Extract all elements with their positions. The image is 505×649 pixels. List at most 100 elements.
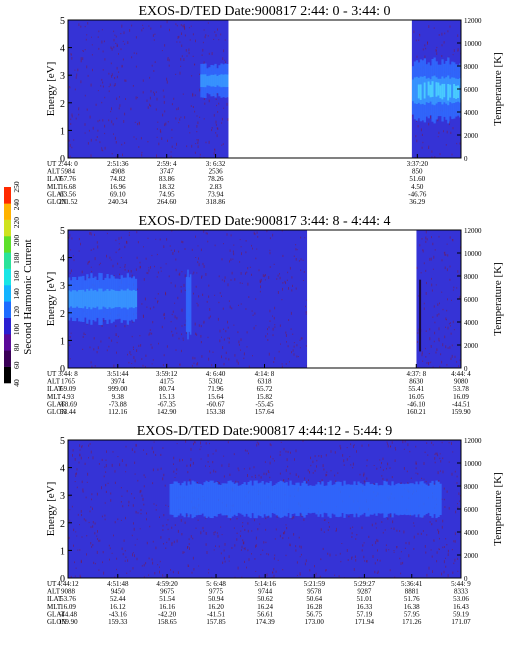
speckle (242, 525, 243, 528)
speckle (132, 504, 134, 507)
speckle (190, 25, 192, 27)
speckle (170, 321, 172, 323)
row-value: 5984 (61, 168, 76, 176)
speckle (144, 297, 146, 301)
row-value: 999.00 (108, 385, 128, 393)
speckle (248, 452, 249, 455)
speckle (94, 257, 96, 261)
speckle (314, 469, 316, 472)
speckle (114, 136, 116, 140)
speckle (99, 539, 101, 542)
speckle (269, 251, 271, 255)
speckle (446, 319, 447, 321)
speckle (277, 559, 279, 561)
speckle (102, 150, 104, 152)
speckle (459, 295, 461, 298)
speckle (221, 464, 223, 467)
speckle (285, 281, 286, 285)
speckle (251, 476, 253, 478)
band-column (269, 481, 272, 518)
speckle (197, 145, 199, 149)
row-value: 3:37:20 (407, 160, 429, 168)
speckle (391, 441, 393, 444)
band-core (84, 291, 87, 307)
speckle (73, 528, 75, 532)
speckle (214, 148, 216, 152)
speckle (252, 247, 253, 250)
band-column (339, 481, 342, 517)
speckle (426, 573, 428, 577)
band-column (383, 480, 386, 518)
speckle (157, 564, 159, 566)
speckle (87, 472, 89, 476)
ephemeris-table: UT 3:44: 8 3:51:44 3:59:12 4: 6:40 4:14: 8 4:3… (47, 370, 471, 416)
speckle (161, 137, 163, 140)
speckle (88, 521, 90, 524)
row-value: 9675 (160, 588, 175, 596)
speckle (184, 116, 186, 119)
speckle (327, 529, 329, 531)
speckle (293, 516, 295, 519)
row-value: 50.64 (306, 595, 322, 603)
speckle (178, 122, 180, 124)
speckle (147, 237, 149, 239)
speckle (408, 554, 410, 558)
band-column (221, 483, 224, 516)
speckle (162, 113, 164, 117)
speckle (451, 153, 453, 156)
speckle (445, 326, 446, 328)
row-label: GLON (47, 408, 66, 416)
speckle (174, 284, 176, 288)
speckle (158, 142, 160, 146)
band-column (429, 482, 432, 516)
row-value: 16.28 (306, 603, 322, 611)
speckle (92, 456, 94, 460)
speckle (143, 474, 145, 477)
speckle (240, 549, 242, 551)
speckle (275, 570, 277, 573)
speckle (458, 492, 460, 495)
band-column (385, 481, 388, 517)
speckle (219, 329, 221, 333)
band-column (435, 480, 438, 519)
speckle (358, 576, 360, 578)
speckle (119, 96, 120, 98)
speckle (262, 549, 264, 551)
row-value: 6318 (258, 378, 273, 386)
speckle (320, 455, 322, 458)
speckle (366, 477, 368, 480)
speckle (173, 456, 175, 460)
speckle (264, 279, 266, 281)
speckle (259, 279, 261, 283)
speckle (321, 479, 323, 481)
speckle (299, 556, 301, 558)
speckle (246, 346, 248, 348)
colorbar-segment (4, 285, 11, 302)
speckle (179, 272, 181, 276)
speckle (273, 574, 275, 578)
row-value: 4.93 (62, 393, 75, 401)
speckle (160, 453, 162, 456)
speckle (69, 272, 71, 275)
speckle (181, 325, 183, 327)
speckle (425, 236, 427, 240)
speckle (181, 55, 183, 58)
speckle (284, 530, 286, 534)
speckle (174, 477, 176, 478)
speckle (126, 490, 128, 493)
speckle (117, 262, 119, 265)
band-column (277, 482, 280, 517)
band-hot (417, 84, 421, 99)
speckle (443, 41, 445, 44)
speckle (109, 256, 111, 259)
speckle (90, 249, 92, 251)
speckle (217, 317, 219, 321)
row-value: 8881 (405, 588, 420, 596)
speckle (230, 258, 232, 261)
speckle (151, 254, 153, 257)
band-column (303, 481, 306, 518)
row-value: 4:37: 8 (406, 370, 426, 378)
speckle (436, 314, 438, 317)
speckle (285, 450, 287, 453)
speckle (108, 544, 110, 547)
